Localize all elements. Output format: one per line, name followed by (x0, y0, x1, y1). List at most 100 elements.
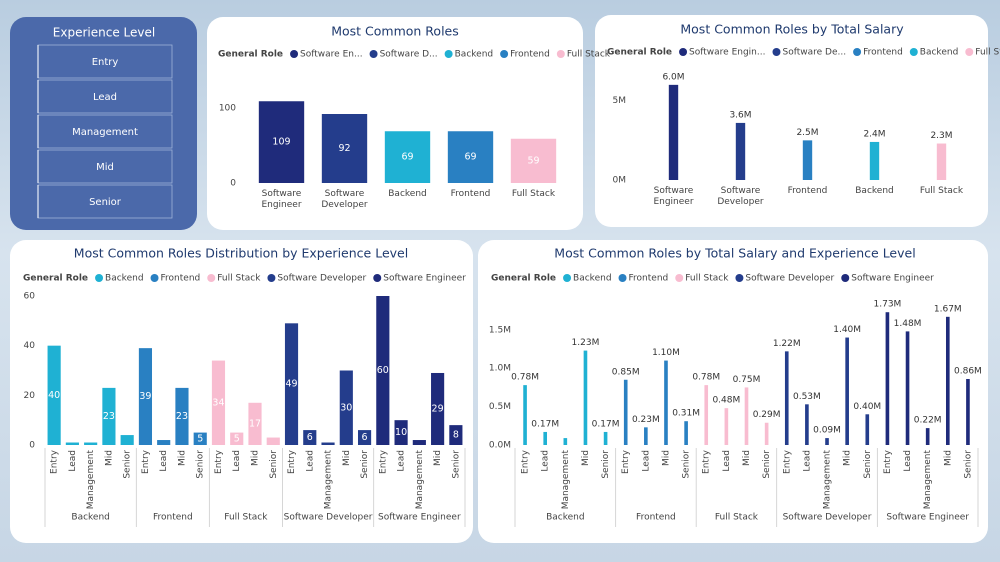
x-tick-label: Senior (123, 450, 133, 479)
x-tick-label: Senior (762, 450, 772, 479)
legend-title: General Role (607, 48, 672, 58)
data-label: 0.23M (632, 415, 660, 425)
bar (925, 428, 930, 445)
y-tick-label: 5M (613, 96, 627, 106)
bar (193, 432, 207, 445)
bar (339, 370, 353, 445)
legend-swatch (369, 50, 378, 58)
bar (784, 351, 789, 445)
legend-swatch (841, 274, 850, 282)
legend-swatch (290, 50, 299, 58)
data-label: 1.23M (572, 338, 600, 348)
data-label: 1.22M (773, 339, 801, 349)
data-label: 0.17M (531, 419, 559, 429)
legend-label: Software Engineer (851, 274, 934, 284)
x-tick-label: Lead (722, 450, 732, 472)
x-tick-label: Mid (433, 450, 443, 466)
bar (945, 316, 950, 445)
x-tick-label: Management (324, 450, 334, 510)
bar (157, 440, 171, 445)
legend-swatch (500, 50, 509, 58)
legend-title: General Role (218, 50, 283, 60)
x-tick-label: Mid (177, 450, 187, 466)
bar (869, 141, 880, 180)
data-label: 40 (48, 390, 60, 401)
x-tick-label: Entry (521, 449, 531, 474)
bar (394, 420, 408, 445)
slicer-item: Senior (89, 197, 122, 208)
data-label: 1.73M (874, 300, 902, 310)
y-tick-label: 0 (230, 179, 236, 189)
data-label: 0.40M (853, 402, 881, 412)
y-tick-label: 0 (29, 441, 35, 451)
x-tick-label: Entry (883, 449, 893, 474)
group-label: Backend (71, 513, 109, 523)
data-label: 23 (103, 411, 115, 422)
x-tick-label: Mid (943, 450, 953, 466)
legend-label: Software De... (782, 48, 846, 58)
bar (175, 387, 189, 445)
x-tick-label: Entry (782, 449, 792, 474)
x-tick-label: Full Stack (511, 189, 556, 199)
data-label: 6.0M (662, 72, 684, 82)
group-label: Backend (546, 513, 584, 523)
bar (523, 385, 527, 445)
data-label: 1.40M (833, 325, 861, 335)
data-label: 29 (432, 403, 444, 414)
x-tick-label: Mid (104, 450, 114, 466)
bar (905, 331, 910, 445)
legend-label: Frontend (161, 274, 201, 284)
x-tick-label: Mid (661, 450, 671, 466)
x-tick-label: Entry (141, 449, 151, 474)
legend-title: General Role (491, 274, 556, 284)
legend-swatch (556, 50, 565, 58)
legend-swatch (95, 274, 104, 282)
x-tick-label: Senior (863, 450, 873, 479)
legend-label: Frontend (510, 50, 550, 60)
data-label: 0.48M (712, 396, 740, 406)
bar (357, 430, 372, 445)
group-label: Software Engineer (378, 513, 461, 523)
x-label-box: Backend (388, 189, 426, 199)
bar (449, 425, 463, 445)
bar (447, 131, 494, 183)
data-label: 5 (234, 433, 240, 444)
legend-label: Full Stack (217, 274, 261, 284)
bar (664, 360, 668, 445)
chart-title: Most Common Roles (331, 24, 459, 39)
x-label-box: Full Stack (511, 189, 556, 199)
legend-label: Software Engineer (383, 274, 466, 284)
bar (936, 143, 947, 180)
bar (966, 378, 970, 445)
x-tick-label: Entry (214, 449, 224, 474)
slicer-title: Experience Level (53, 26, 155, 40)
bar (248, 402, 262, 445)
x-tick-label: Software Developer (321, 189, 368, 210)
x-tick-label: Lead (232, 450, 242, 472)
bar (138, 348, 153, 445)
bar (885, 312, 890, 445)
legend-swatch (373, 274, 382, 282)
y-tick-label: 1.5M (489, 325, 511, 335)
slicer-item: Management (72, 127, 138, 138)
x-tick-label: Entry (50, 449, 60, 474)
bar (376, 296, 390, 445)
legend-swatch (267, 274, 276, 282)
x-tick-label: Management (86, 450, 96, 510)
bar (744, 387, 749, 445)
bar (865, 414, 870, 445)
data-label: 1.67M (934, 304, 962, 314)
legend-label: Software Developer (745, 274, 834, 284)
x-tick-label: Full Stack (919, 186, 964, 196)
chart-title: Most Common Roles Distribution by Experi… (74, 246, 408, 261)
data-label: 2.3M (930, 131, 952, 141)
x-tick-label: Frontend (787, 186, 828, 196)
bar (211, 360, 226, 445)
y-tick-label: 1.0M (489, 364, 511, 374)
data-label: 0.75M (733, 375, 761, 385)
x-tick-label: Entry (621, 449, 631, 474)
x-tick-label: Mid (843, 450, 853, 466)
legend-label: Backend (920, 48, 958, 58)
x-tick-label: Lead (802, 450, 812, 472)
legend-label: Software Engin... (689, 48, 765, 58)
